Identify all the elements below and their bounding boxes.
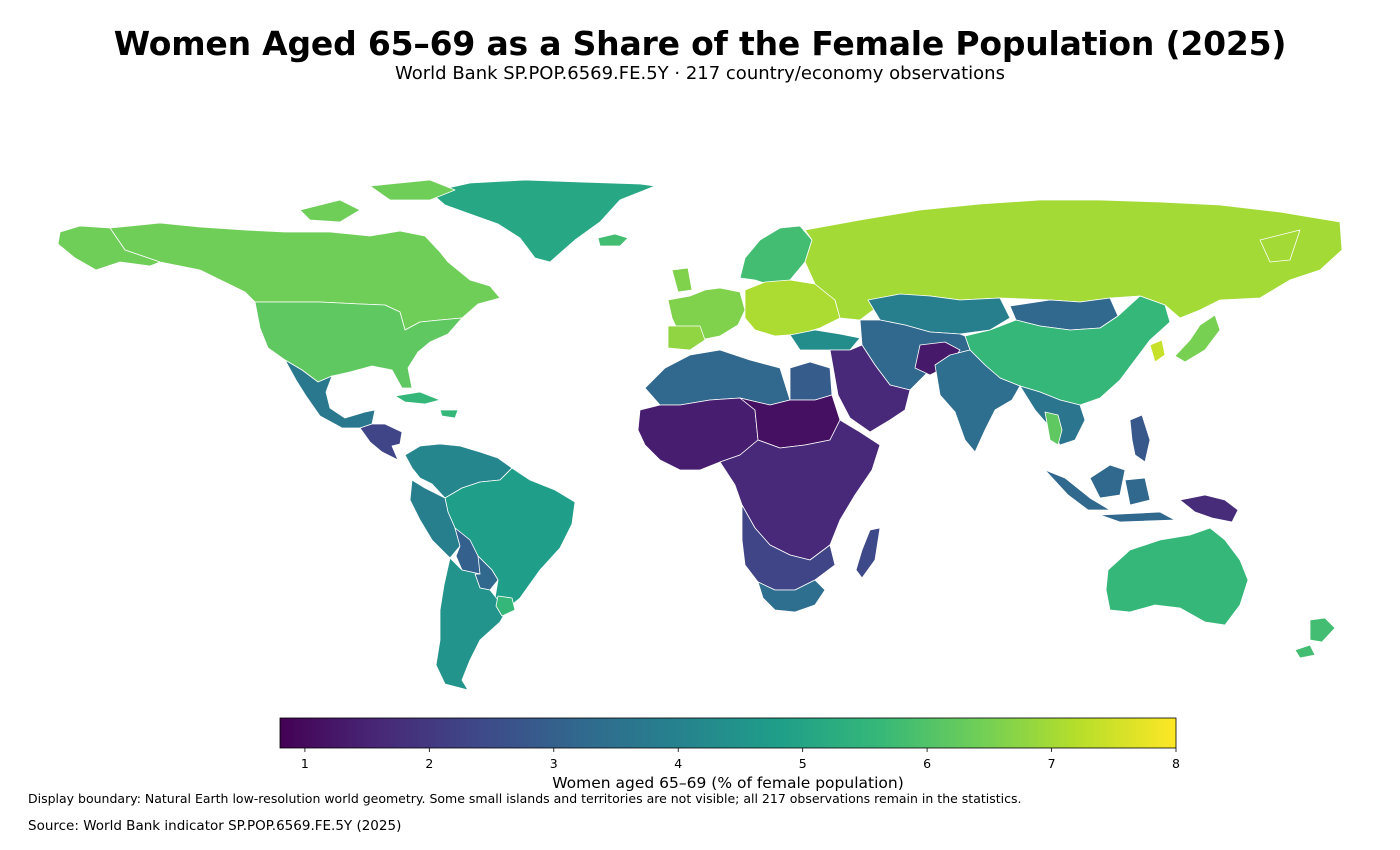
colorbar-tick-label: 8 bbox=[1172, 756, 1180, 771]
colorbar-label: Women aged 65–69 (% of female population… bbox=[552, 774, 904, 792]
region-papua-new-guinea: Papua New Guinea: 1.7 bbox=[1179, 494, 1239, 523]
region-russia: Russia: 7 bbox=[804, 199, 1343, 321]
region-greenland: Greenland: 5.1 bbox=[429, 179, 656, 263]
region-thailand: Thailand: 6.2 bbox=[1044, 411, 1063, 446]
region-korea: Korea: 7.4 bbox=[1149, 339, 1166, 363]
region-southern-africa: Southern Africa: 2.3 bbox=[741, 504, 836, 591]
region-spain-portugal: Spain / Portugal: 6.8 bbox=[667, 325, 706, 351]
colorbar-tick-label: 1 bbox=[301, 756, 309, 771]
region-india: India: 3.4 bbox=[934, 349, 1021, 453]
colorbar-ticks: 1 2 3 4 5 6 7 8 bbox=[301, 748, 1180, 771]
region-north-africa: North Africa: 3.2 bbox=[644, 349, 791, 406]
colorbar: 1 2 3 4 5 6 7 8 bbox=[279, 717, 1180, 771]
region-indonesia: Indonesia: 3.2 bbox=[1044, 464, 1176, 523]
region-madagascar: Madagascar: 2.4 bbox=[855, 527, 881, 579]
region-south-africa: South Africa: 3.4 bbox=[757, 579, 826, 613]
region-chile-argentina: Chile / Argentina: 4.5 bbox=[435, 557, 509, 691]
region-japan: Japan: 6.5 bbox=[1174, 314, 1221, 363]
colorbar-tick-label: 6 bbox=[923, 756, 931, 771]
region-egypt: Egypt: 2.9 bbox=[789, 361, 833, 401]
colorbar-tick-label: 2 bbox=[425, 756, 433, 771]
land-layer: Greenland: 5.1Canada: 6.4Alaska: 6.4Unit… bbox=[57, 179, 1343, 691]
page-title: Women Aged 65–69 as a Share of the Femal… bbox=[113, 24, 1287, 63]
region-canada: Canada: 6.4 bbox=[109, 179, 501, 331]
colorbar-tick-label: 7 bbox=[1048, 756, 1056, 771]
colorbar-tick-label: 3 bbox=[550, 756, 558, 771]
colorbar-tick-label: 5 bbox=[799, 756, 807, 771]
region-australia: Australia: 5.6 bbox=[1105, 527, 1249, 626]
region-philippines: Philippines: 2.8 bbox=[1129, 414, 1151, 463]
region-eastern-europe: Eastern Europe: 7.1 bbox=[744, 279, 841, 337]
region-iceland-scandinavia: Iceland / Scandinavia: 5.8 bbox=[597, 225, 813, 286]
region-mexico: Mexico: 3.7 bbox=[284, 359, 376, 429]
page-subtitle: World Bank SP.POP.6569.FE.5Y · 217 count… bbox=[395, 63, 1005, 84]
region-uruguay: Uruguay: 5.6 bbox=[495, 595, 516, 617]
region-turkey: Turkey: 4.3 bbox=[789, 329, 861, 351]
display-boundary-note: Display boundary: Natural Earth low-reso… bbox=[28, 791, 1022, 806]
region-central-america: Central America: 2.3 bbox=[359, 423, 403, 461]
source-note: Source: World Bank indicator SP.POP.6569… bbox=[28, 818, 402, 834]
colorbar-tick-label: 4 bbox=[674, 756, 682, 771]
colorbar-gradient bbox=[279, 717, 1177, 749]
region-arabian-peninsula: Arabian Peninsula: 1.6 bbox=[829, 344, 911, 433]
region-cuba: Cuba: 5.6 bbox=[394, 391, 459, 419]
region-western-europe: Western Europe: 6.6 bbox=[667, 267, 746, 341]
region-alaska: Alaska: 6.4 bbox=[57, 225, 161, 271]
region-new-zealand: New Zealand: 5.8 bbox=[1294, 617, 1336, 659]
